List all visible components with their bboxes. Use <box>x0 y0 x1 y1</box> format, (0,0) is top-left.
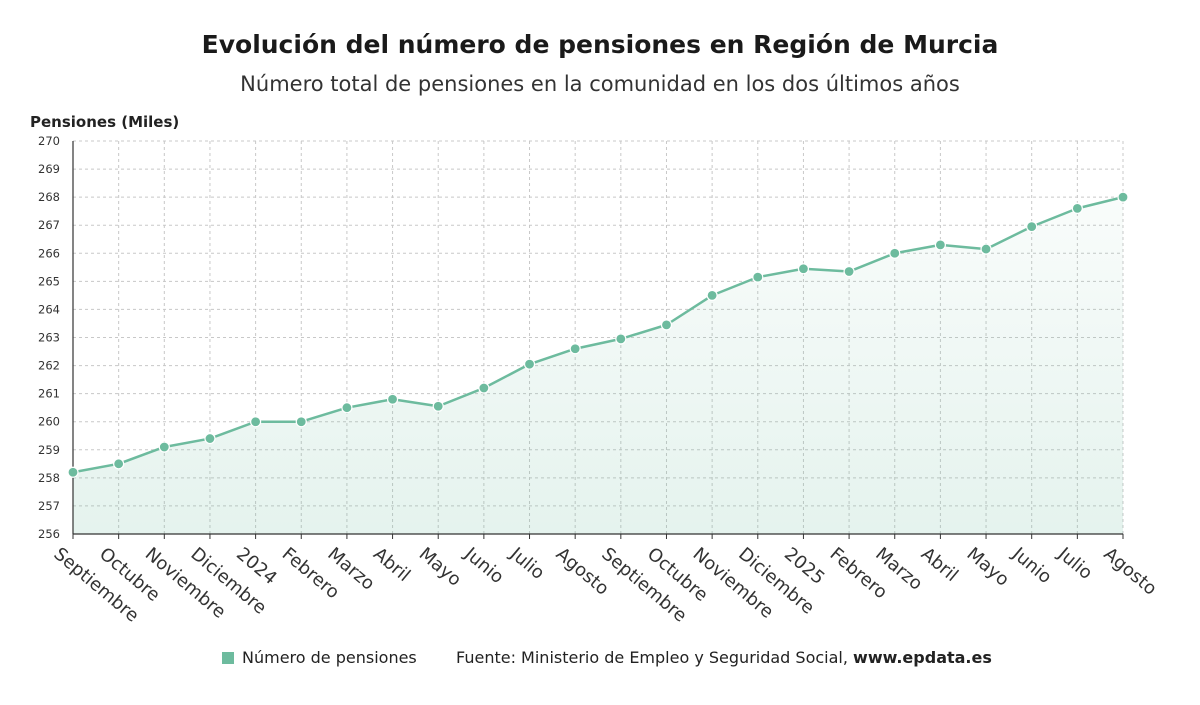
y-tick-label: 261 <box>38 387 60 401</box>
data-point <box>341 402 353 414</box>
data-point <box>1071 202 1083 214</box>
legend-label: Número de pensiones <box>242 648 417 667</box>
x-tick-label: Junio <box>1007 543 1055 588</box>
data-point <box>615 333 627 345</box>
y-tick-label: 263 <box>38 331 60 345</box>
x-tick-label: Julio <box>1053 543 1096 584</box>
x-tick-label: Junio <box>460 543 508 588</box>
data-point <box>660 319 673 331</box>
data-point <box>706 289 718 301</box>
data-point <box>113 458 125 470</box>
x-tick-label: Agosto <box>1100 544 1161 600</box>
y-tick-label: 260 <box>38 415 60 429</box>
data-point <box>523 358 536 370</box>
data-point <box>797 263 810 275</box>
y-tick-label: 267 <box>38 218 60 232</box>
data-point <box>158 441 170 453</box>
data-point <box>752 271 764 283</box>
data-point <box>889 247 901 259</box>
y-tick-label: 269 <box>38 162 60 176</box>
y-tick-label: 257 <box>38 499 60 513</box>
y-tick-label: 264 <box>38 302 60 316</box>
data-point <box>478 382 490 394</box>
source-note: Fuente: Ministerio de Empleo y Seguridad… <box>456 648 992 667</box>
data-point <box>980 243 992 255</box>
data-point <box>1117 191 1129 203</box>
series-line <box>72 195 1124 474</box>
y-axis-label: Pensiones (Miles) <box>30 113 180 131</box>
data-point <box>843 265 855 278</box>
y-tick-label: 266 <box>38 246 60 260</box>
x-tick-label: Julio <box>505 543 548 584</box>
y-tick-label: 268 <box>38 190 60 204</box>
y-tick-label: 259 <box>38 443 60 457</box>
y-tick-label: 256 <box>38 527 60 541</box>
source-site: www.epdata.es <box>853 648 992 667</box>
y-tick-label: 270 <box>38 134 60 148</box>
data-point <box>386 393 399 405</box>
source-text: Fuente: Ministerio de Empleo y Seguridad… <box>456 648 854 667</box>
data-point <box>1026 221 1038 233</box>
series-area <box>73 197 1123 534</box>
chart-subtitle: Número total de pensiones en la comunida… <box>240 72 960 96</box>
data-point <box>250 416 262 428</box>
data-point <box>569 343 581 355</box>
y-tick-label: 262 <box>38 359 60 373</box>
x-tick-label: Mayo <box>415 544 465 591</box>
x-tick-label: Mayo <box>963 544 1013 591</box>
data-point <box>295 416 307 428</box>
legend-swatch <box>222 652 234 664</box>
y-tick-label: 265 <box>38 274 60 288</box>
data-point <box>204 432 216 445</box>
data-point <box>432 400 444 412</box>
data-point <box>934 239 946 251</box>
data-point <box>67 466 79 478</box>
y-tick-label: 258 <box>38 471 60 485</box>
chart-title: Evolución del número de pensiones en Reg… <box>201 30 999 59</box>
